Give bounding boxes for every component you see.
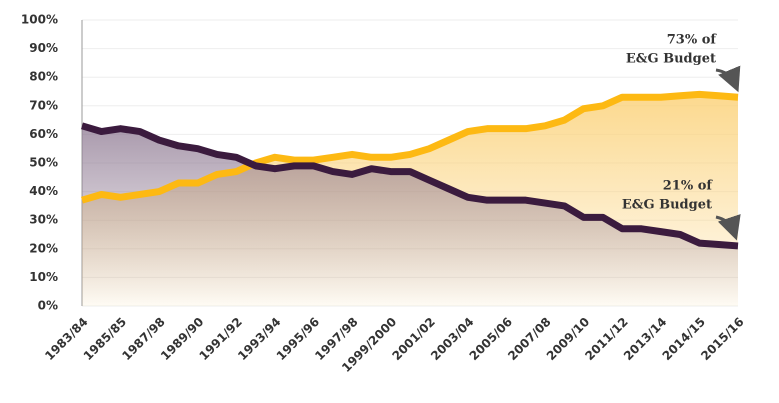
x-tick-label: 2015/16 (698, 315, 746, 363)
arrow (715, 213, 741, 241)
annotation: E&G Budget (622, 198, 712, 213)
y-tick-label: 50% (29, 156, 58, 170)
arrow (715, 65, 741, 93)
y-tick-label: 80% (29, 70, 58, 84)
y-tick-label: 60% (29, 127, 58, 141)
y-tick-label: 0% (38, 299, 58, 313)
y-tick-label: 90% (29, 41, 58, 55)
y-tick-label: 10% (29, 270, 58, 284)
y-tick-label: 100% (21, 13, 58, 27)
y-tick-label: 40% (29, 184, 58, 198)
lines (81, 90, 739, 250)
annotation: 73% of (667, 33, 718, 48)
y-tick-label: 70% (29, 98, 58, 112)
annotation: E&G Budget (626, 52, 716, 67)
annotation: 21% of (663, 179, 714, 194)
line (81, 90, 739, 204)
y-tick-label: 30% (29, 213, 58, 227)
line (81, 122, 739, 250)
y-tick-label: 20% (29, 241, 58, 255)
